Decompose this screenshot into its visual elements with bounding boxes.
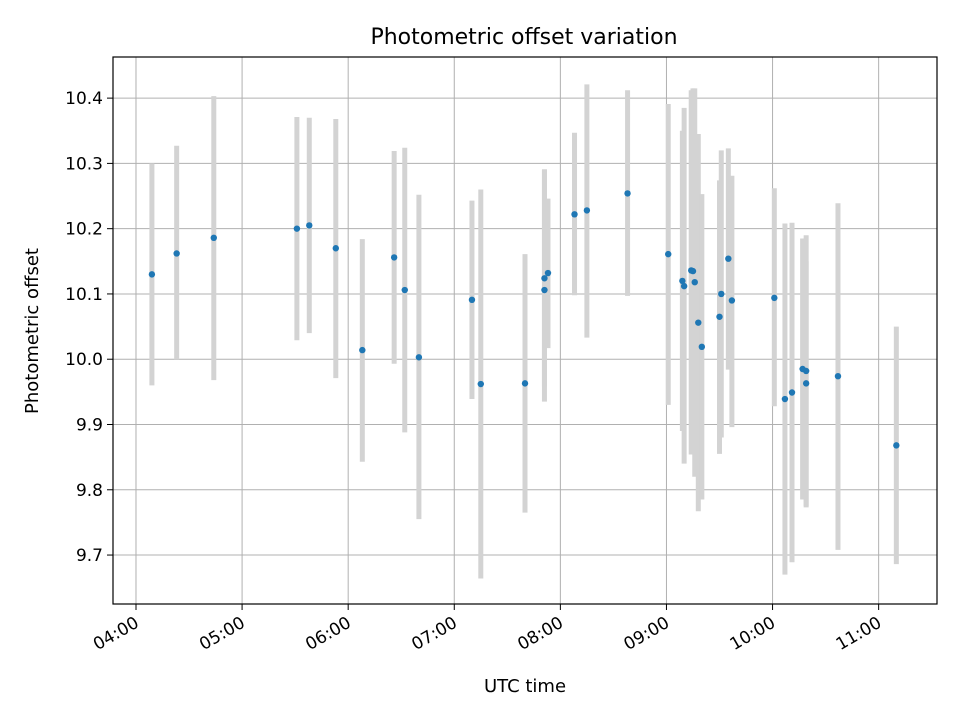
data-point <box>210 234 217 242</box>
data-point <box>293 225 301 232</box>
data-point <box>689 267 697 275</box>
data-point <box>728 297 736 304</box>
data-point <box>332 245 339 252</box>
y-tick-label: 10.0 <box>65 350 103 370</box>
data-point <box>541 286 548 294</box>
data-point <box>834 372 842 380</box>
plot-frame <box>112 56 938 605</box>
y-tick-label: 9.7 <box>76 546 103 566</box>
data-point <box>665 250 672 258</box>
y-tick-label: 10.3 <box>65 154 103 174</box>
data-point <box>725 255 732 262</box>
y-tick-label: 9.9 <box>76 415 103 435</box>
data-point <box>544 269 552 277</box>
data-point <box>624 190 631 197</box>
y-tick-label: 9.8 <box>76 481 103 501</box>
data-point <box>541 275 548 282</box>
data-point <box>148 271 156 278</box>
data-point <box>521 380 529 387</box>
data-point <box>306 222 313 229</box>
data-point <box>173 250 180 257</box>
data-point <box>359 346 366 354</box>
data-point <box>401 286 408 294</box>
data-point <box>679 277 686 285</box>
x-axis-label: UTC time <box>484 676 566 697</box>
data-point <box>390 254 398 261</box>
data-point <box>583 207 591 214</box>
y-tick-label: 10.1 <box>65 285 103 305</box>
data-points <box>148 190 900 449</box>
data-point <box>477 380 484 388</box>
data-point <box>771 294 778 302</box>
data-point <box>788 389 796 396</box>
y-tick-label: 10.2 <box>65 220 103 240</box>
data-point <box>571 211 578 218</box>
data-point <box>893 442 900 449</box>
data-point <box>718 290 725 298</box>
data-point <box>802 367 810 375</box>
data-point <box>695 319 702 326</box>
chart-title: Photometric offset variation <box>370 25 677 50</box>
data-point <box>415 354 423 361</box>
y-axis: 9.7 9.8 9.9 10.0 10.1 10.2 10.3 10.4 <box>65 89 113 566</box>
data-point <box>691 278 698 286</box>
data-point <box>716 313 723 320</box>
data-point <box>781 395 789 403</box>
y-axis-label: Photometric offset <box>22 248 43 414</box>
data-point <box>680 282 688 290</box>
data-point <box>468 296 476 304</box>
y-tick-label: 10.4 <box>65 89 103 109</box>
data-point <box>802 380 810 387</box>
data-point <box>698 343 706 351</box>
